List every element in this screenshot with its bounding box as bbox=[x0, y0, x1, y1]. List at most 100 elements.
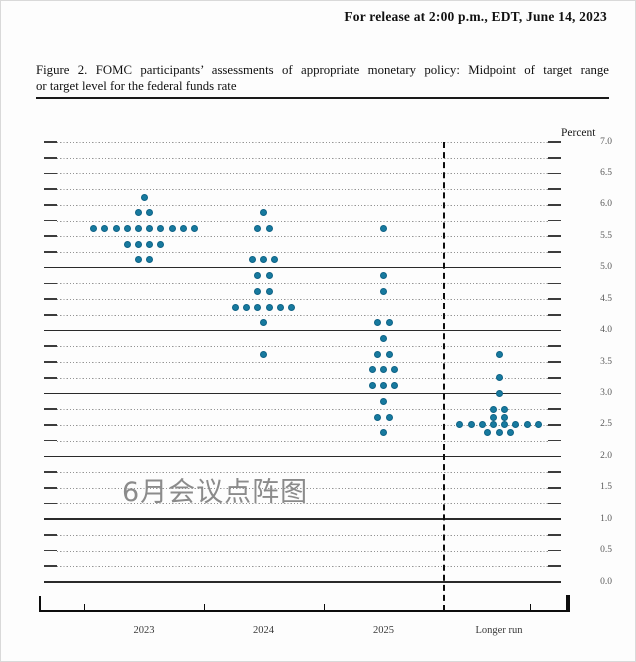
gridline-dotted bbox=[57, 566, 548, 568]
projection-dot bbox=[501, 421, 509, 429]
y-tick-label: 1.0 bbox=[600, 513, 612, 524]
projection-dot bbox=[467, 421, 475, 429]
gridline-end-dash bbox=[44, 235, 57, 238]
gridline-dotted bbox=[57, 314, 548, 316]
gridline-end-dash bbox=[548, 502, 561, 505]
projection-dot bbox=[260, 350, 267, 358]
longer-run-separator-line bbox=[443, 142, 445, 611]
projection-dot bbox=[506, 429, 514, 437]
gridline-dotted bbox=[57, 362, 548, 363]
gridline-end-dash bbox=[548, 141, 561, 143]
gridline-end-dash bbox=[548, 424, 561, 426]
projection-dot bbox=[146, 224, 154, 232]
projection-dot bbox=[380, 287, 387, 295]
x-axis-line bbox=[39, 610, 569, 612]
projection-dot bbox=[146, 209, 154, 217]
gridline-end-dash bbox=[548, 235, 561, 238]
y-tick-label: 3.5 bbox=[600, 356, 612, 367]
projection-dot bbox=[489, 405, 497, 413]
gridline-end-dash bbox=[44, 219, 57, 222]
gridline-end-dash bbox=[44, 172, 57, 175]
projection-dot bbox=[260, 256, 267, 264]
projection-dot bbox=[179, 224, 187, 232]
projection-dot bbox=[523, 421, 531, 429]
projection-dot bbox=[254, 224, 262, 232]
projection-dot bbox=[140, 193, 148, 201]
gridline-dotted bbox=[57, 173, 548, 175]
gridline-end-dash bbox=[44, 141, 57, 143]
projection-dot bbox=[391, 382, 399, 390]
gridline-end-dash bbox=[548, 376, 561, 379]
projection-dot bbox=[243, 303, 251, 311]
projection-dot bbox=[271, 256, 279, 264]
projection-dot bbox=[157, 224, 165, 232]
projection-dot bbox=[265, 272, 273, 280]
projection-dot bbox=[288, 303, 295, 311]
y-tick-label: 0.5 bbox=[600, 545, 612, 556]
gridline-end-dash bbox=[44, 439, 57, 442]
gridline-dotted bbox=[57, 236, 548, 238]
y-tick-label: 5.5 bbox=[600, 230, 612, 241]
gridline-end-dash bbox=[44, 408, 57, 410]
projection-dot bbox=[254, 287, 262, 295]
y-tick-label: 4.5 bbox=[600, 293, 612, 304]
y-tick-label: 5.0 bbox=[600, 262, 612, 273]
projection-dot bbox=[157, 240, 165, 248]
projection-dot bbox=[190, 224, 198, 232]
projection-dot bbox=[368, 366, 376, 374]
projection-dot bbox=[123, 240, 131, 248]
gridline-solid bbox=[44, 329, 561, 332]
projection-dot bbox=[276, 303, 284, 311]
watermark-text: 6月会议点阵图 bbox=[122, 477, 309, 508]
gridline-dotted bbox=[57, 487, 548, 489]
gridline-end-dash bbox=[44, 534, 57, 536]
gridline-solid bbox=[44, 267, 561, 269]
projection-dot bbox=[489, 413, 497, 421]
projection-dot bbox=[478, 421, 486, 429]
gridline-solid bbox=[44, 392, 561, 395]
projection-dot bbox=[484, 429, 492, 437]
gridline-dotted bbox=[57, 534, 548, 536]
projection-dot bbox=[380, 366, 387, 374]
projection-dot bbox=[495, 374, 503, 382]
projection-dot bbox=[380, 382, 387, 390]
projection-dot bbox=[260, 209, 267, 217]
gridline-end-dash bbox=[548, 314, 561, 316]
gridline-solid bbox=[44, 518, 561, 520]
gridline-solid bbox=[44, 455, 561, 457]
gridline-end-dash bbox=[44, 345, 57, 348]
x-tick-label: 2024 bbox=[253, 625, 274, 636]
projection-dot bbox=[391, 366, 399, 374]
gridline-dotted bbox=[57, 204, 548, 206]
gridline-end-dash bbox=[548, 549, 561, 552]
x-axis-left-endbar bbox=[39, 596, 41, 611]
gridline-end-dash bbox=[548, 172, 561, 175]
projection-dot bbox=[501, 413, 509, 421]
projection-dot bbox=[385, 350, 393, 358]
gridline-end-dash bbox=[44, 471, 57, 473]
projection-dot bbox=[456, 421, 464, 429]
gridline-end-dash bbox=[44, 565, 57, 568]
projection-dot bbox=[101, 224, 109, 232]
gridline-end-dash bbox=[548, 298, 561, 300]
x-axis-tick bbox=[204, 604, 206, 611]
projection-dot bbox=[254, 272, 262, 280]
gridline-end-dash bbox=[548, 361, 561, 363]
gridline-end-dash bbox=[548, 408, 561, 410]
gridline-dotted bbox=[57, 142, 548, 143]
projection-dot bbox=[232, 303, 239, 311]
figure-caption: Figure 2. FOMC participants’ assessments… bbox=[36, 62, 609, 95]
gridline-end-dash bbox=[44, 549, 57, 552]
gridline-dotted bbox=[57, 346, 548, 348]
gridline-dotted bbox=[57, 157, 548, 159]
projection-dot bbox=[380, 272, 387, 280]
gridline-end-dash bbox=[44, 156, 57, 159]
gridline-end-dash bbox=[44, 282, 57, 285]
gridline-dotted bbox=[57, 220, 548, 222]
y-tick-label: 3.0 bbox=[600, 387, 612, 398]
gridline-end-dash bbox=[44, 424, 57, 426]
y-tick-label: 7.0 bbox=[600, 136, 612, 147]
gridline-dotted bbox=[57, 299, 548, 301]
projection-dot bbox=[134, 224, 142, 232]
